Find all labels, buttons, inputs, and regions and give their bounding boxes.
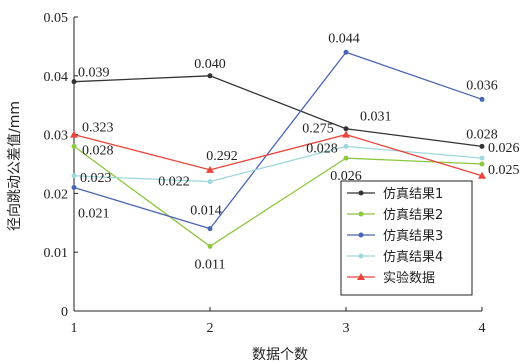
data-label: 0.023 bbox=[80, 171, 112, 186]
data-point bbox=[343, 155, 349, 161]
data-label: 0.275 bbox=[302, 122, 334, 137]
legend-marker bbox=[357, 273, 365, 280]
legend-label: 仿真结果3 bbox=[383, 229, 443, 244]
data-point bbox=[343, 49, 349, 55]
data-point bbox=[479, 161, 485, 167]
series-lines bbox=[70, 49, 486, 249]
data-point bbox=[478, 171, 486, 179]
data-point bbox=[479, 96, 485, 102]
data-label: 0.026 bbox=[488, 141, 520, 156]
data-label: 0.028 bbox=[82, 143, 114, 158]
legend-marker bbox=[358, 253, 364, 259]
legend-label: 仿真结果4 bbox=[383, 250, 443, 265]
x-tick-label: 2 bbox=[207, 321, 214, 336]
y-axis-title: 径向跳动公差值/mm bbox=[7, 101, 23, 231]
data-label: 0.028 bbox=[466, 127, 498, 142]
legend-item: 实验数据 bbox=[347, 270, 435, 286]
data-label: 0.014 bbox=[190, 204, 222, 219]
series-1 bbox=[71, 73, 485, 149]
y-tick-label: 0.05 bbox=[44, 11, 69, 26]
legend-item: 仿真结果2 bbox=[347, 208, 443, 223]
x-axis-title: 数据个数 bbox=[252, 347, 308, 363]
legend-item: 仿真结果4 bbox=[347, 250, 443, 265]
data-label: 0.036 bbox=[466, 78, 498, 93]
series-4 bbox=[71, 143, 485, 185]
data-label: 0.028 bbox=[306, 141, 338, 156]
data-point bbox=[206, 165, 214, 173]
data-point bbox=[343, 126, 349, 132]
x-tick-label: 3 bbox=[343, 321, 350, 336]
legend-item: 仿真结果1 bbox=[347, 187, 443, 202]
data-point bbox=[71, 79, 77, 85]
data-point bbox=[71, 143, 77, 149]
data-point bbox=[207, 226, 213, 232]
x-tick-label: 4 bbox=[479, 321, 486, 336]
data-point bbox=[71, 173, 77, 179]
data-label: 0.021 bbox=[78, 207, 110, 222]
y-tick-label: 0 bbox=[61, 305, 68, 320]
legend-marker bbox=[358, 190, 364, 196]
y-tick-label: 0.04 bbox=[44, 70, 69, 85]
data-labels: 0.039 0.040 0.031 0.028 0.028 0.011 0.026 0.025… bbox=[78, 31, 520, 272]
y-tick-label: 0.02 bbox=[44, 187, 69, 202]
legend-label: 实验数据 bbox=[383, 270, 435, 286]
legend-item: 仿真结果3 bbox=[347, 229, 443, 244]
series-line bbox=[73, 133, 483, 177]
data-point bbox=[207, 73, 213, 79]
data-point bbox=[342, 130, 350, 138]
data-label: 0.044 bbox=[328, 31, 360, 46]
data-label: 0.011 bbox=[195, 257, 226, 272]
data-label: 0.039 bbox=[78, 66, 110, 81]
data-point bbox=[479, 155, 485, 161]
legend-marker bbox=[358, 211, 364, 217]
data-point bbox=[343, 143, 349, 149]
data-point bbox=[71, 185, 77, 191]
axes: 0 0.01 0.02 0.03 0.04 0.05 1 2 3 4 bbox=[44, 11, 486, 336]
legend-label: 仿真结果2 bbox=[383, 208, 443, 223]
data-label: 0.025 bbox=[488, 163, 520, 178]
x-tick-label: 1 bbox=[71, 321, 78, 336]
data-label: 0.031 bbox=[360, 110, 392, 125]
series-line bbox=[73, 51, 483, 230]
series-3 bbox=[71, 49, 485, 232]
data-point bbox=[479, 143, 485, 149]
legend-box bbox=[340, 180, 473, 296]
series-5 bbox=[70, 130, 486, 179]
legend: 仿真结果1 仿真结果2 仿真结果3 仿真结果4 实验数据 bbox=[340, 180, 473, 296]
data-label: 0.026 bbox=[330, 169, 362, 184]
data-point bbox=[207, 179, 213, 185]
y-tick-label: 0.03 bbox=[44, 129, 69, 144]
data-label: 0.292 bbox=[206, 149, 238, 164]
data-point bbox=[70, 130, 78, 138]
series-line bbox=[73, 75, 483, 148]
series-line bbox=[73, 145, 483, 183]
legend-marker bbox=[358, 232, 364, 238]
data-point bbox=[207, 243, 213, 249]
data-label: 0.022 bbox=[158, 175, 190, 190]
data-label: 0.323 bbox=[82, 121, 114, 136]
data-label: 0.040 bbox=[194, 57, 226, 72]
series-line bbox=[73, 145, 483, 248]
series-2 bbox=[71, 143, 485, 249]
y-tick-label: 0.01 bbox=[44, 246, 69, 261]
legend-label: 仿真结果1 bbox=[383, 187, 443, 202]
